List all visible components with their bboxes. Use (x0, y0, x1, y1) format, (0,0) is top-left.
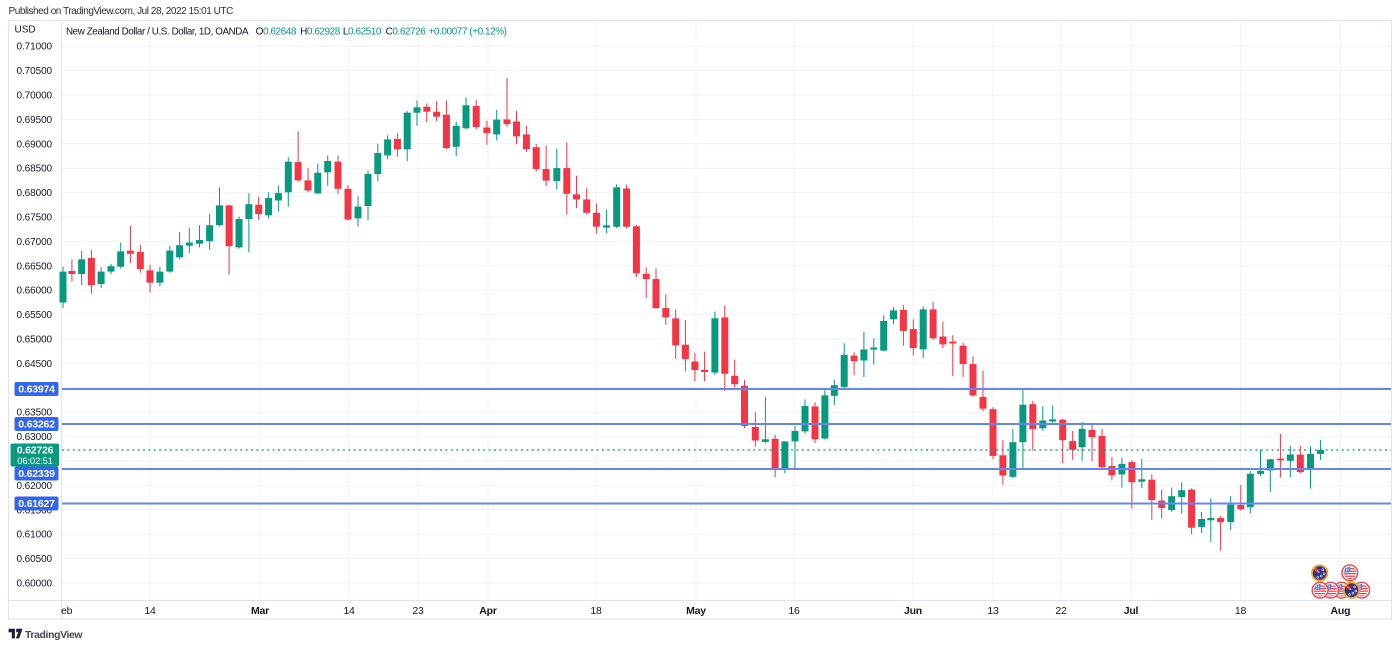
svg-text:0.68000: 0.68000 (17, 188, 53, 199)
svg-text:06:02:51: 06:02:51 (17, 456, 52, 467)
svg-text:0.62726: 0.62726 (17, 444, 54, 456)
svg-text:Published on TradingView.com,: Published on TradingView.com, Jul 28, 20… (9, 6, 234, 17)
svg-text:TradingView: TradingView (25, 630, 83, 641)
svg-text:Jun: Jun (904, 605, 922, 617)
svg-text:0.66000: 0.66000 (17, 286, 53, 297)
svg-text:0.60500: 0.60500 (17, 554, 53, 565)
svg-text:Aug: Aug (1330, 605, 1350, 617)
svg-text:18: 18 (590, 605, 602, 617)
svg-text:Jul: Jul (1124, 605, 1139, 617)
svg-text:0.68500: 0.68500 (17, 164, 53, 175)
svg-text:0.60000: 0.60000 (17, 579, 53, 590)
svg-text:0.63000: 0.63000 (17, 432, 53, 443)
svg-text:L0.62510: L0.62510 (343, 27, 382, 38)
svg-text:+0.00077 (+0.12%): +0.00077 (+0.12%) (429, 27, 507, 38)
svg-text:0.64500: 0.64500 (17, 359, 53, 370)
svg-text:0.63500: 0.63500 (17, 408, 53, 419)
svg-text:14: 14 (343, 605, 355, 617)
svg-text:0.70000: 0.70000 (17, 91, 53, 102)
svg-text:13: 13 (987, 605, 999, 617)
svg-text:O0.62648: O0.62648 (256, 27, 297, 38)
svg-text:0.69500: 0.69500 (17, 115, 53, 126)
svg-text:0.62339: 0.62339 (18, 468, 55, 480)
svg-text:0.67500: 0.67500 (17, 213, 53, 224)
svg-text:0.69000: 0.69000 (17, 139, 53, 150)
svg-text:New Zealand Dollar / U.S. Doll: New Zealand Dollar / U.S. Dollar, 1D, OA… (66, 27, 249, 38)
svg-text:H0.62928: H0.62928 (300, 27, 341, 38)
svg-text:22: 22 (1055, 605, 1067, 617)
svg-text:0.61627: 0.61627 (18, 498, 55, 510)
svg-text:0.61000: 0.61000 (17, 530, 53, 541)
svg-text:0.63974: 0.63974 (18, 384, 55, 396)
svg-text:14: 14 (144, 605, 156, 617)
svg-text:0.65500: 0.65500 (17, 310, 53, 321)
svg-text:0.70500: 0.70500 (17, 66, 53, 77)
svg-text:0.63262: 0.63262 (18, 419, 55, 431)
svg-text:May: May (686, 605, 706, 617)
svg-text:0.65000: 0.65000 (17, 335, 53, 346)
svg-text:0.67000: 0.67000 (17, 237, 53, 248)
svg-text:0.61500: 0.61500 (17, 505, 53, 516)
svg-text:USD: USD (15, 25, 36, 36)
svg-text:Apr: Apr (479, 605, 497, 617)
svg-text:eb: eb (61, 605, 73, 617)
svg-text:18: 18 (1235, 605, 1247, 617)
svg-text:C0.62726: C0.62726 (386, 27, 427, 38)
svg-text:23: 23 (412, 605, 424, 617)
svg-text:Mar: Mar (251, 605, 269, 617)
svg-text:0.62000: 0.62000 (17, 481, 53, 492)
svg-text:0.71000: 0.71000 (17, 42, 53, 53)
svg-text:16: 16 (788, 605, 800, 617)
svg-text:0.66500: 0.66500 (17, 261, 53, 272)
